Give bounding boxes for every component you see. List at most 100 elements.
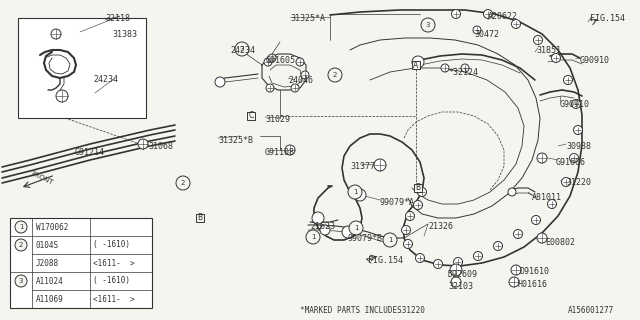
- Circle shape: [417, 188, 426, 196]
- Circle shape: [312, 212, 324, 224]
- Text: 30938: 30938: [566, 142, 591, 151]
- Text: 32103: 32103: [448, 282, 473, 291]
- Circle shape: [15, 239, 27, 251]
- Circle shape: [572, 100, 580, 108]
- Text: <1611-  >: <1611- >: [93, 294, 134, 303]
- Bar: [414, 184, 422, 192]
- Text: *32124: *32124: [448, 68, 478, 77]
- Circle shape: [264, 58, 272, 66]
- Circle shape: [451, 10, 461, 19]
- Text: A: A: [413, 60, 419, 69]
- Text: <1611-  >: <1611- >: [93, 259, 134, 268]
- Circle shape: [291, 84, 299, 92]
- Text: D92609: D92609: [448, 270, 478, 279]
- Text: 24234: 24234: [93, 75, 118, 84]
- Bar: [18, 18, 146, 118]
- Circle shape: [238, 43, 246, 51]
- Text: 2: 2: [181, 180, 185, 186]
- Text: J2088: J2088: [36, 259, 59, 268]
- Text: A11069: A11069: [36, 294, 64, 303]
- Circle shape: [493, 242, 502, 251]
- Circle shape: [474, 252, 483, 260]
- Circle shape: [513, 229, 522, 238]
- Text: FIG.154: FIG.154: [590, 14, 625, 23]
- Text: 24046: 24046: [288, 76, 313, 85]
- Circle shape: [235, 42, 249, 56]
- Circle shape: [483, 10, 493, 19]
- Text: W170062: W170062: [36, 222, 68, 231]
- Circle shape: [15, 275, 27, 287]
- Bar: [10, 218, 152, 308]
- Text: E00802: E00802: [545, 238, 575, 247]
- Circle shape: [573, 125, 582, 134]
- Bar: [10, 290, 31, 291]
- Circle shape: [461, 64, 469, 72]
- Text: 1: 1: [311, 234, 316, 240]
- Text: 2: 2: [19, 242, 23, 248]
- Circle shape: [511, 20, 520, 28]
- Circle shape: [421, 18, 435, 32]
- Circle shape: [415, 253, 424, 262]
- Circle shape: [537, 233, 547, 243]
- Circle shape: [51, 29, 61, 39]
- Text: FIG.154: FIG.154: [368, 256, 403, 265]
- Text: 21623: 21623: [310, 222, 335, 231]
- Circle shape: [552, 53, 561, 62]
- Circle shape: [473, 26, 481, 34]
- Circle shape: [561, 178, 570, 187]
- Text: 31377: 31377: [350, 162, 375, 171]
- Circle shape: [412, 56, 424, 68]
- Circle shape: [268, 54, 276, 62]
- Circle shape: [403, 239, 413, 249]
- Circle shape: [296, 58, 304, 66]
- Text: 31325*A: 31325*A: [290, 14, 325, 23]
- Circle shape: [328, 68, 342, 82]
- Text: 3: 3: [19, 278, 23, 284]
- Circle shape: [563, 76, 573, 84]
- Circle shape: [374, 159, 386, 171]
- Circle shape: [537, 153, 547, 163]
- Circle shape: [450, 264, 462, 276]
- Circle shape: [413, 201, 422, 210]
- Text: 30472: 30472: [474, 30, 499, 39]
- Circle shape: [15, 221, 27, 233]
- Text: 1: 1: [354, 225, 358, 231]
- Text: G91108: G91108: [265, 148, 295, 157]
- Circle shape: [511, 265, 521, 275]
- Text: G90910: G90910: [580, 56, 610, 65]
- Text: 31068: 31068: [148, 142, 173, 151]
- Circle shape: [320, 225, 330, 235]
- Text: A11024: A11024: [36, 276, 64, 285]
- Circle shape: [354, 189, 366, 201]
- Circle shape: [342, 226, 354, 238]
- Text: A156001277: A156001277: [568, 306, 614, 315]
- Text: G91214: G91214: [75, 148, 105, 157]
- Text: 1: 1: [353, 189, 357, 195]
- Text: 0104S: 0104S: [36, 241, 59, 250]
- Text: 31029: 31029: [265, 115, 290, 124]
- Circle shape: [383, 233, 397, 247]
- Circle shape: [266, 84, 274, 92]
- Text: *MARKED PARTS INCLUDES31220: *MARKED PARTS INCLUDES31220: [300, 306, 425, 315]
- Text: ( -1610): ( -1610): [93, 276, 130, 285]
- Text: B: B: [197, 213, 203, 222]
- Circle shape: [349, 221, 363, 235]
- Text: 99079*A: 99079*A: [380, 198, 415, 207]
- Circle shape: [441, 64, 449, 72]
- Circle shape: [534, 36, 543, 44]
- Text: 31383: 31383: [112, 30, 137, 39]
- Text: D91610: D91610: [520, 267, 550, 276]
- Text: 3: 3: [240, 46, 244, 52]
- Text: B: B: [415, 183, 420, 193]
- Bar: [247, 112, 255, 120]
- Text: 1: 1: [388, 237, 392, 243]
- Text: H01616: H01616: [518, 280, 548, 289]
- Circle shape: [547, 199, 557, 209]
- Circle shape: [176, 176, 190, 190]
- Circle shape: [454, 258, 463, 267]
- Text: C: C: [248, 111, 253, 121]
- Circle shape: [451, 277, 461, 287]
- Text: A20622: A20622: [488, 12, 518, 21]
- Circle shape: [348, 185, 362, 199]
- Text: 2: 2: [333, 72, 337, 78]
